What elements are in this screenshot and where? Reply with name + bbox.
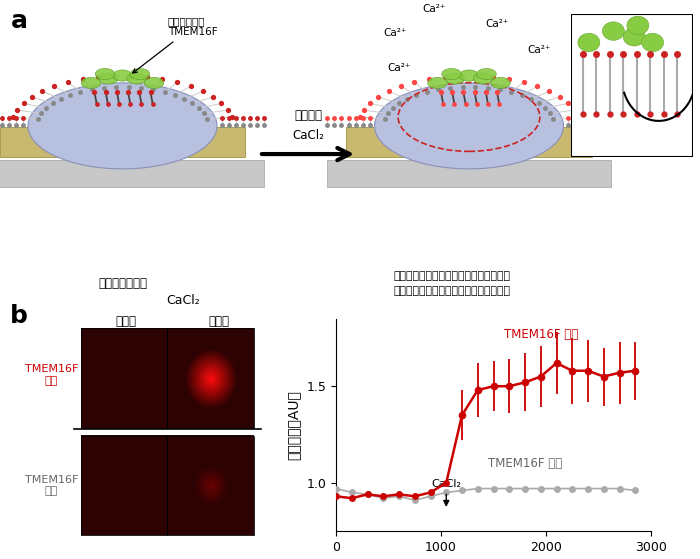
Text: 生体膜の蟍光強度が周囲より明るくなる: 生体膜の蟍光強度が周囲より明るくなる: [393, 286, 510, 296]
Text: Ca²⁺: Ca²⁺: [384, 27, 407, 37]
FancyBboxPatch shape: [0, 160, 265, 187]
Text: a: a: [10, 9, 27, 33]
Ellipse shape: [95, 68, 115, 80]
Ellipse shape: [428, 77, 447, 88]
Text: CaCl₂: CaCl₂: [431, 479, 461, 505]
Text: Ca²⁺: Ca²⁺: [527, 45, 551, 55]
Ellipse shape: [130, 68, 150, 80]
Text: 添加後: 添加後: [209, 315, 230, 328]
Y-axis label: 蟍光強度（AU）: 蟍光強度（AU）: [287, 390, 301, 459]
Ellipse shape: [627, 16, 649, 35]
FancyBboxPatch shape: [328, 160, 610, 187]
Ellipse shape: [374, 83, 564, 169]
Text: Ca²⁺: Ca²⁺: [387, 63, 411, 73]
Ellipse shape: [81, 77, 101, 88]
Ellipse shape: [459, 70, 479, 81]
FancyBboxPatch shape: [0, 127, 246, 157]
FancyBboxPatch shape: [346, 127, 592, 157]
Ellipse shape: [28, 83, 217, 169]
Ellipse shape: [602, 22, 624, 40]
Text: TMEM16F
あり: TMEM16F あり: [25, 364, 78, 386]
Text: Ca²⁺: Ca²⁺: [485, 18, 509, 29]
Ellipse shape: [477, 68, 496, 80]
Ellipse shape: [642, 33, 664, 52]
Ellipse shape: [442, 68, 461, 80]
Ellipse shape: [623, 27, 645, 46]
Text: 膜たんぱく質
TMEM16F: 膜たんぱく質 TMEM16F: [133, 16, 218, 73]
Text: TMEM16F
なし: TMEM16F なし: [25, 475, 78, 496]
Text: CaCl₂: CaCl₂: [292, 129, 324, 142]
Text: 添加前: 添加前: [115, 315, 136, 328]
Ellipse shape: [578, 33, 600, 52]
Text: CaCl₂: CaCl₂: [167, 294, 200, 307]
Ellipse shape: [445, 73, 465, 84]
Text: b: b: [10, 304, 27, 328]
Ellipse shape: [99, 73, 118, 84]
Text: TMEM16F なし: TMEM16F なし: [489, 457, 563, 470]
Text: 非対称な生体膜: 非対称な生体膜: [98, 277, 147, 290]
Ellipse shape: [113, 70, 132, 81]
Ellipse shape: [127, 73, 146, 84]
Ellipse shape: [473, 73, 493, 84]
Text: 活性化剤: 活性化剤: [294, 108, 322, 121]
FancyBboxPatch shape: [570, 14, 693, 157]
Ellipse shape: [144, 77, 164, 88]
Ellipse shape: [491, 77, 510, 88]
Text: 外層から内層への蟍光脇質の輸送により: 外層から内層への蟍光脇質の輸送により: [393, 272, 510, 282]
Text: TMEM16F あり: TMEM16F あり: [504, 328, 578, 341]
Text: Ca²⁺: Ca²⁺: [422, 4, 446, 14]
